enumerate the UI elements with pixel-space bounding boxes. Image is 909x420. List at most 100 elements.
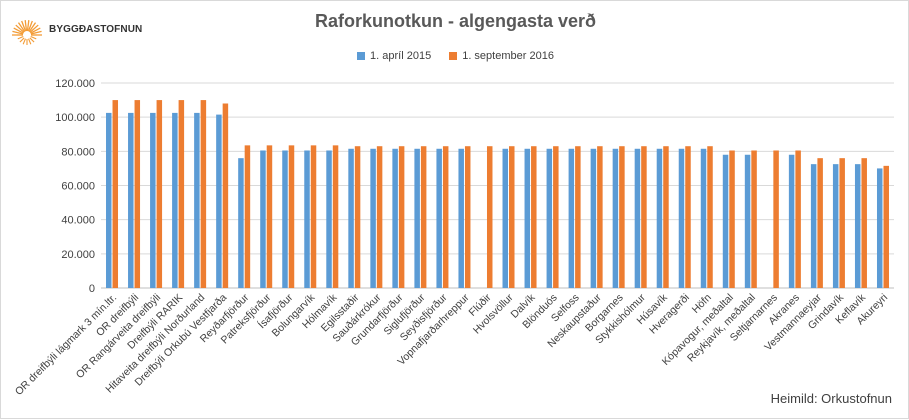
bar-series-1	[788, 154, 795, 288]
bar-series-2	[707, 146, 713, 288]
sun-ray	[13, 27, 24, 34]
bar-series-1	[722, 154, 729, 288]
bar-series-2	[861, 158, 867, 288]
bar-series-2	[354, 146, 361, 288]
bar-series-1	[700, 148, 707, 288]
legend-label-series-2: 1. september 2016	[462, 50, 554, 62]
bar-series-1	[546, 148, 553, 288]
bar-series-2	[795, 150, 801, 288]
bar-series-2	[222, 103, 229, 288]
bar-series-1	[128, 112, 134, 288]
sun-ray	[22, 38, 26, 45]
legend-swatch-series-1	[357, 52, 366, 60]
sun-ray	[30, 27, 41, 34]
sun-ray	[12, 30, 24, 35]
bar-series-1	[326, 150, 332, 288]
bar-series-1	[656, 148, 663, 288]
bar-series-1	[436, 148, 442, 288]
bar-series-1	[238, 158, 244, 288]
bar-series-2	[773, 150, 779, 288]
sun-logo-icon	[12, 20, 42, 45]
bar-series-2	[685, 146, 691, 288]
bar-series-2	[531, 146, 537, 288]
source-label: Heimild: Orkustofnun	[770, 391, 892, 406]
bar-series-1	[568, 148, 575, 288]
legend-swatch-series-2	[449, 52, 458, 60]
bar-series-2	[839, 158, 845, 288]
bar-series-2	[376, 146, 383, 288]
bar-series-1	[458, 148, 464, 288]
bar-series-2	[310, 145, 317, 288]
brand-logo	[9, 13, 159, 53]
y-tick-label: 0	[89, 283, 95, 295]
bar-series-1	[370, 148, 376, 288]
y-tick-label: 100.000	[55, 112, 95, 124]
bar-series-2	[509, 146, 515, 288]
legend-item-series-1: 1. apríl 2015	[357, 50, 431, 62]
bar-series-2	[817, 158, 823, 288]
bar-series-2	[244, 145, 251, 288]
chart-legend: 1. apríl 2015 1. september 2016	[1, 50, 909, 62]
bar-series-1	[612, 148, 619, 288]
y-tick-label: 20.000	[61, 249, 95, 261]
bar-series-2	[619, 146, 625, 288]
bar-series-2	[663, 146, 669, 288]
bar-series-2	[134, 100, 141, 288]
bar-series-2	[398, 146, 405, 288]
bar-series-2	[575, 146, 581, 288]
bar-series-1	[524, 148, 531, 288]
y-tick-label: 40.000	[61, 215, 95, 227]
sun-ray	[27, 20, 33, 32]
sun-ray	[30, 36, 37, 40]
bar-series-1	[348, 148, 354, 288]
bar-series-1	[590, 148, 597, 288]
bar-series-2	[288, 145, 295, 288]
bar-series-2	[597, 146, 603, 288]
sun-ray	[29, 37, 35, 43]
bar-series-2	[486, 146, 493, 288]
sun-ray	[29, 24, 39, 33]
sun-ray	[24, 20, 28, 32]
bar-series-1	[810, 164, 817, 288]
y-tick-label: 60.000	[61, 181, 95, 193]
legend-label-series-1: 1. apríl 2015	[370, 50, 432, 62]
bar-series-2	[420, 146, 427, 288]
y-tick-label: 80.000	[61, 146, 95, 158]
chart-title: Raforkunotkun - algengasta verð	[314, 11, 597, 31]
sun-ray	[19, 37, 25, 43]
bar-series-2	[553, 146, 559, 288]
bar-series-1	[854, 164, 861, 288]
bar-series-2	[729, 150, 735, 288]
bar-series-1	[414, 148, 420, 288]
legend-item-series-2: 1. september 2016	[449, 50, 554, 62]
bar-series-1	[260, 150, 266, 288]
bar-series-1	[876, 168, 883, 288]
bar-series-1	[634, 148, 641, 288]
bar-series-1	[678, 148, 685, 288]
sun-ray	[28, 22, 37, 33]
bar-series-2	[332, 145, 339, 288]
bar-series-1	[216, 114, 222, 289]
bar-series-1	[392, 148, 398, 288]
sun-ray	[17, 22, 26, 33]
bar-series-2	[156, 100, 163, 288]
bar-series-1	[282, 150, 288, 288]
bar-series-2	[266, 145, 273, 288]
sun-ray	[26, 20, 30, 32]
sun-ray	[30, 30, 42, 35]
bar-series-2	[112, 100, 119, 288]
bar-series-2	[751, 150, 757, 288]
brand-name: BYGGÐASTOFNUN	[49, 24, 143, 35]
bar-series-1	[106, 112, 112, 288]
sun-ray	[21, 20, 27, 32]
bar-series-2	[442, 146, 449, 288]
bar-series-2	[883, 165, 889, 288]
bar-series-2	[464, 146, 471, 288]
sun-ray	[15, 24, 25, 33]
bar-series-1	[172, 112, 178, 288]
sun-ray	[28, 38, 32, 45]
bar-series-1	[744, 154, 751, 288]
bar-series-2	[200, 100, 207, 288]
